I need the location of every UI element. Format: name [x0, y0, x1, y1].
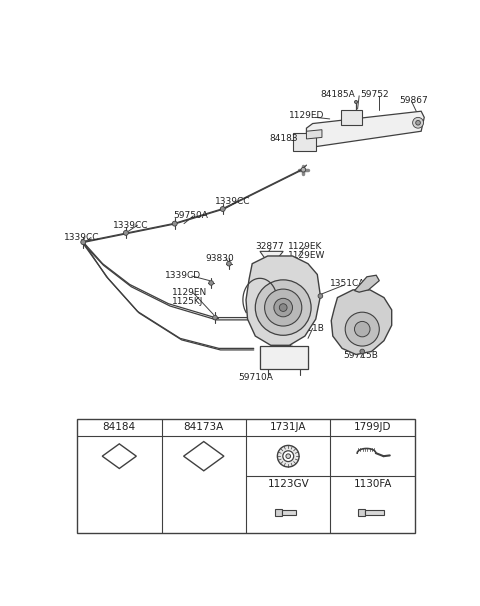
Bar — [282, 510, 296, 514]
Circle shape — [255, 280, 311, 335]
Circle shape — [172, 221, 177, 226]
Circle shape — [345, 312, 379, 346]
Polygon shape — [306, 130, 322, 139]
Text: 1351CA: 1351CA — [330, 279, 365, 288]
Text: 59715B: 59715B — [344, 351, 379, 361]
Circle shape — [81, 239, 86, 245]
Text: 1125KJ: 1125KJ — [172, 297, 203, 306]
Circle shape — [123, 230, 128, 235]
Polygon shape — [306, 112, 424, 147]
Polygon shape — [260, 346, 308, 369]
Text: 1129EN: 1129EN — [172, 288, 207, 298]
Polygon shape — [246, 256, 321, 345]
Text: 59710A: 59710A — [238, 373, 273, 382]
Text: 59711B: 59711B — [289, 324, 324, 333]
Circle shape — [227, 261, 231, 266]
Text: 84173A: 84173A — [184, 422, 224, 432]
Text: 84185A: 84185A — [321, 90, 355, 99]
Circle shape — [318, 294, 323, 298]
Circle shape — [213, 315, 217, 320]
Polygon shape — [355, 275, 379, 292]
Bar — [292, 133, 316, 152]
Circle shape — [360, 349, 365, 354]
Polygon shape — [331, 290, 392, 355]
Circle shape — [277, 445, 299, 467]
Circle shape — [274, 298, 292, 317]
Polygon shape — [102, 444, 136, 468]
Circle shape — [220, 207, 225, 211]
Text: 1799JD: 1799JD — [354, 422, 392, 432]
Circle shape — [209, 281, 214, 285]
Circle shape — [355, 321, 370, 337]
Text: 1339CC: 1339CC — [113, 221, 148, 230]
Text: 1731JA: 1731JA — [270, 422, 307, 432]
Text: 1339CC: 1339CC — [215, 198, 251, 207]
Text: 1129EK: 1129EK — [288, 242, 322, 251]
Text: 84183: 84183 — [269, 135, 298, 144]
Text: 32877: 32877 — [255, 242, 284, 251]
Circle shape — [264, 289, 302, 326]
Text: 1130FA: 1130FA — [354, 479, 392, 489]
Text: 59752: 59752 — [360, 90, 389, 99]
Bar — [340, 110, 362, 125]
Text: 93830: 93830 — [206, 255, 234, 264]
Bar — [275, 508, 282, 516]
Text: 1129EW: 1129EW — [288, 251, 325, 259]
Circle shape — [279, 304, 287, 311]
Circle shape — [416, 121, 420, 125]
Circle shape — [286, 454, 290, 459]
Circle shape — [283, 451, 294, 462]
Bar — [77, 419, 415, 533]
Text: 59750A: 59750A — [173, 211, 208, 221]
Circle shape — [301, 167, 306, 172]
Circle shape — [413, 118, 423, 128]
Polygon shape — [260, 251, 283, 267]
Text: 59867: 59867 — [399, 96, 428, 105]
Text: 84184: 84184 — [103, 422, 136, 432]
Text: 1129ED: 1129ED — [289, 112, 325, 120]
Text: 1339CD: 1339CD — [166, 271, 202, 281]
Text: 1123GV: 1123GV — [267, 479, 309, 489]
Circle shape — [355, 101, 358, 104]
Bar — [365, 510, 384, 514]
Polygon shape — [184, 442, 224, 471]
Bar — [358, 508, 365, 516]
Text: 1339CC: 1339CC — [64, 233, 99, 242]
